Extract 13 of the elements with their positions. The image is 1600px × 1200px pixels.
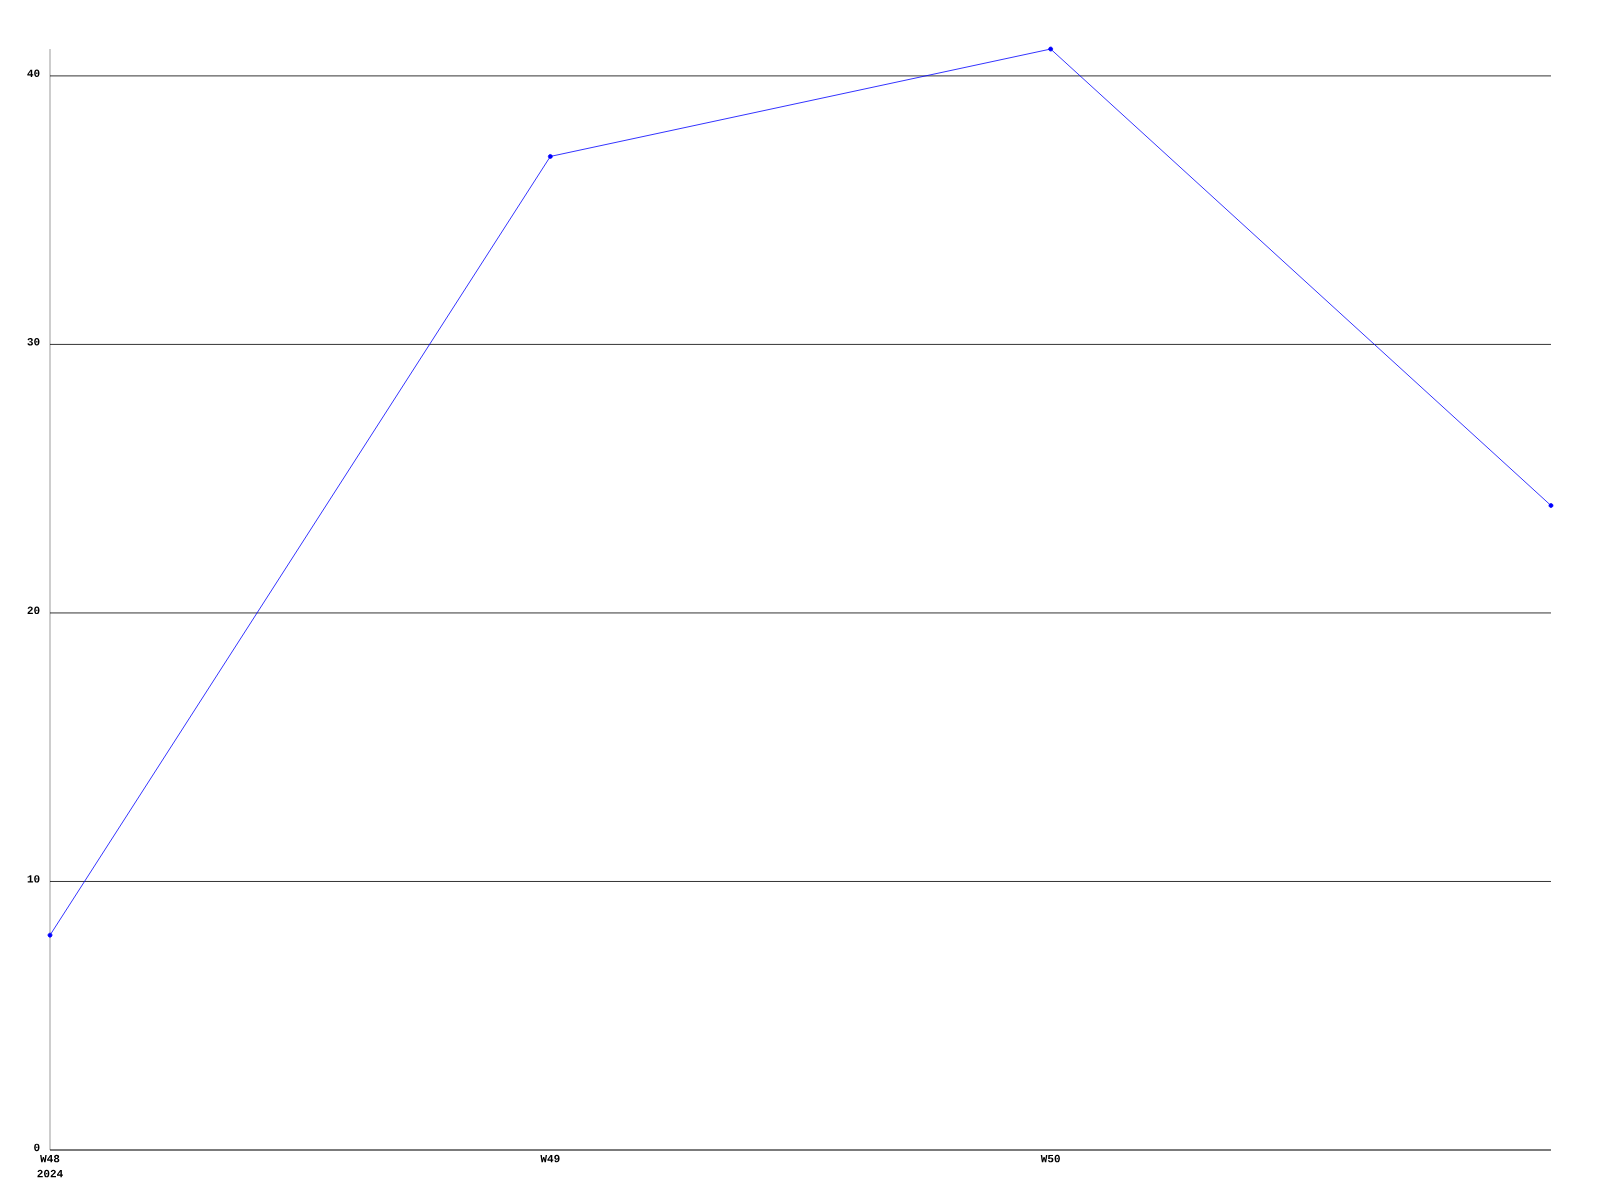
x-tick-label: W50 bbox=[1040, 1154, 1060, 1163]
y-tick-label: 20 bbox=[27, 606, 40, 615]
x-tick-label: W48 bbox=[40, 1154, 60, 1163]
y-tick-label: 10 bbox=[27, 875, 40, 883]
text: 2024 bbox=[37, 1169, 63, 1178]
y-tick-label: 0 bbox=[34, 1143, 40, 1152]
y-tick-label: 30 bbox=[27, 338, 40, 346]
point bbox=[1548, 503, 1554, 508]
x-tick-label: W49 bbox=[540, 1154, 560, 1163]
point bbox=[1048, 46, 1054, 52]
y-tick-label: 40 bbox=[27, 69, 40, 78]
point bbox=[47, 932, 53, 938]
point bbox=[547, 154, 553, 159]
